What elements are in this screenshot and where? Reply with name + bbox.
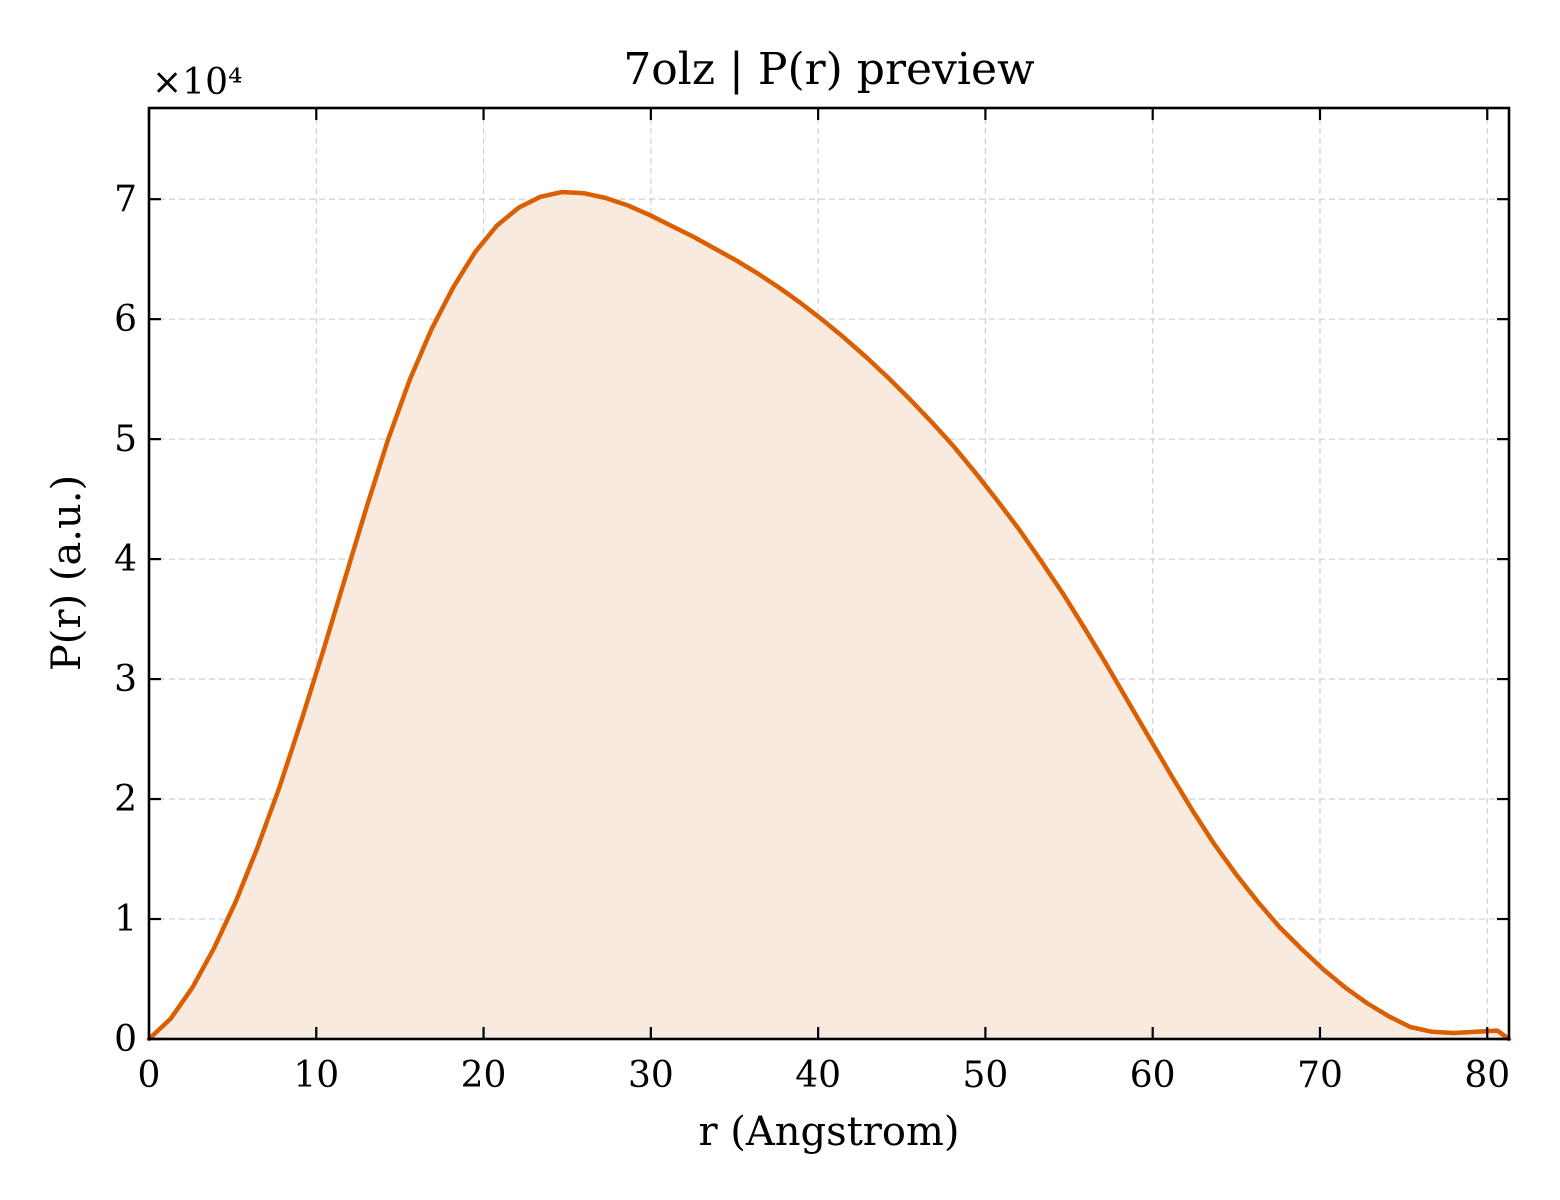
area-fill bbox=[149, 192, 1509, 1039]
y-tick-label: 1 bbox=[114, 899, 137, 940]
x-axis-title: r (Angstrom) bbox=[698, 1109, 959, 1155]
x-tick-label: 60 bbox=[1130, 1055, 1176, 1096]
x-tick-label: 20 bbox=[461, 1055, 507, 1096]
y-axis-title: P(r) (a.u.) bbox=[44, 475, 90, 671]
x-tick-label: 10 bbox=[293, 1055, 339, 1096]
y-tick-label: 0 bbox=[114, 1019, 137, 1060]
y-tick-label: 2 bbox=[114, 779, 137, 820]
ticks bbox=[147, 108, 1509, 1041]
y-tick-label: 3 bbox=[114, 659, 137, 700]
tick-labels: 0 10 20 30 40 50 60 70 80 0 1 2 3 4 5 6 7 bbox=[114, 179, 1510, 1096]
series-line bbox=[146, 189, 1512, 1042]
x-tick-label: 30 bbox=[628, 1055, 674, 1096]
x-tick-label: 80 bbox=[1464, 1055, 1510, 1096]
x-tick-label: 0 bbox=[138, 1055, 161, 1096]
plot-frame bbox=[147, 106, 1511, 1041]
chart-title: 7olz | P(r) preview bbox=[623, 44, 1035, 95]
y-tick-label: 6 bbox=[114, 299, 137, 340]
y-tick-label: 7 bbox=[114, 179, 137, 220]
x-tick-label: 40 bbox=[795, 1055, 841, 1096]
y-tick-label: 4 bbox=[114, 539, 137, 580]
y-multiplier-label: ×10⁴ bbox=[152, 62, 242, 103]
x-tick-label: 50 bbox=[963, 1055, 1009, 1096]
y-tick-label: 5 bbox=[114, 419, 137, 460]
x-tick-label: 70 bbox=[1297, 1055, 1343, 1096]
